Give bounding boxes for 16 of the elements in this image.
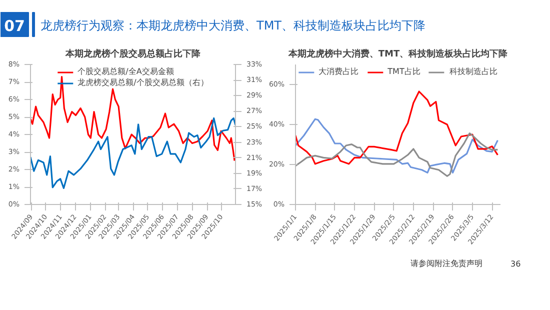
line-series bbox=[296, 118, 498, 174]
legend-label: TMT占比 bbox=[388, 66, 420, 77]
legend-label: 龙虎榜交易总额/个股交易总额（右） bbox=[78, 77, 208, 88]
line-series bbox=[30, 76, 236, 162]
text: 请参阅附注免责声明 bbox=[410, 259, 482, 268]
chart-title: 本期龙虎榜中大消费、TMT、科技制造板块占比均下降 bbox=[287, 48, 509, 60]
legend-label: 个股交易总额/全A交易金额 bbox=[78, 66, 174, 77]
line-series bbox=[30, 117, 236, 189]
legend-label: 科技制造占比 bbox=[449, 66, 498, 77]
text: 36 bbox=[510, 260, 521, 268]
chart-title: 本期龙虎榜个股交易总额占比下降 bbox=[64, 48, 202, 60]
legend-label: 大消费占比 bbox=[318, 66, 359, 77]
line-series bbox=[296, 132, 498, 177]
text: 龙虎榜行为观察：本期龙虎榜中大消费、TMT、科技制造板块占比均下降 bbox=[40, 18, 426, 32]
text: 07 bbox=[4, 17, 25, 35]
line-series bbox=[296, 90, 498, 165]
